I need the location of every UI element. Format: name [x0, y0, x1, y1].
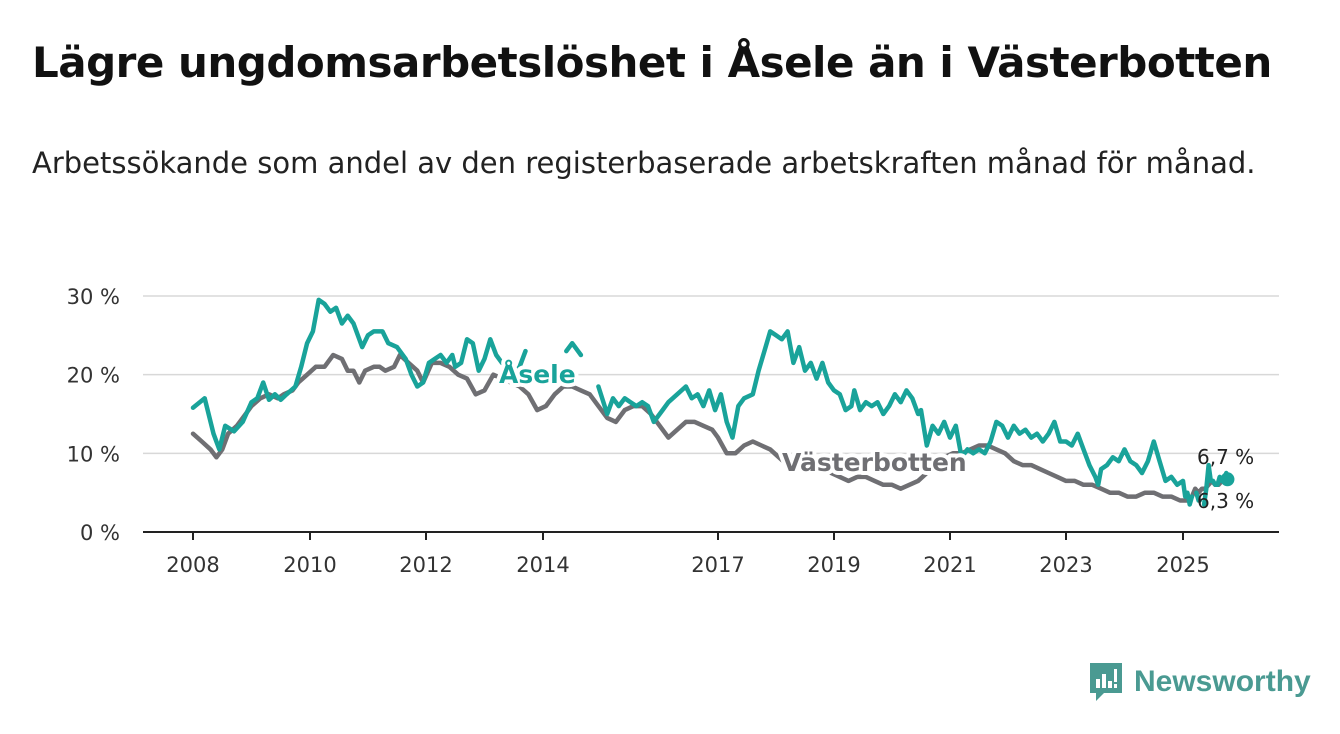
brand-name: Newsworthy: [1134, 665, 1311, 698]
chart-subtitle: Arbetssökande som andel av den registerb…: [32, 146, 1256, 180]
x-tick-label: 2010: [283, 553, 336, 577]
x-tick-label: 2012: [399, 553, 452, 577]
series-label-asele: Åsele: [499, 360, 576, 389]
gridlines: [143, 295, 1279, 455]
end-label-asele: 6,7 %: [1197, 445, 1254, 469]
x-tick-label: 2021: [923, 553, 976, 577]
asele-end-point: [1220, 472, 1235, 487]
chart-title: Lägre ungdomsarbetslöshet i Åsele än i V…: [32, 38, 1272, 87]
y-tick-label: 0 %: [80, 521, 120, 545]
end-label-vasterbotten: 6,3 %: [1197, 489, 1254, 513]
series-label-vasterbotten: Västerbotten: [782, 448, 967, 477]
y-tick-label: 10 %: [67, 442, 120, 466]
series-line-asele: [190, 297, 1230, 507]
x-tick-label: 2025: [1156, 553, 1209, 577]
axes: 0 % 10 % 20 % 30 % 2008 2010 2012 2014 2017 2019 2…: [67, 285, 1279, 577]
series-label-vasterbotten-halo: Västerbotten: [782, 448, 967, 477]
newsworthy-logo-icon: [1090, 663, 1122, 701]
x-tick-label: 2014: [516, 553, 569, 577]
x-tick-label: 2008: [166, 553, 219, 577]
x-tick-label: 2019: [807, 553, 860, 577]
brand[interactable]: Newsworthy: [1088, 660, 1311, 704]
y-tick-label: 30 %: [67, 285, 120, 309]
x-tick-label: 2023: [1039, 553, 1092, 577]
y-tick-label: 20 %: [67, 364, 120, 388]
x-tick-label: 2017: [691, 553, 744, 577]
series-line-vasterbotten: [190, 352, 1230, 503]
series-label-asele-halo: Åsele: [499, 360, 576, 389]
series-lines: [190, 297, 1235, 507]
